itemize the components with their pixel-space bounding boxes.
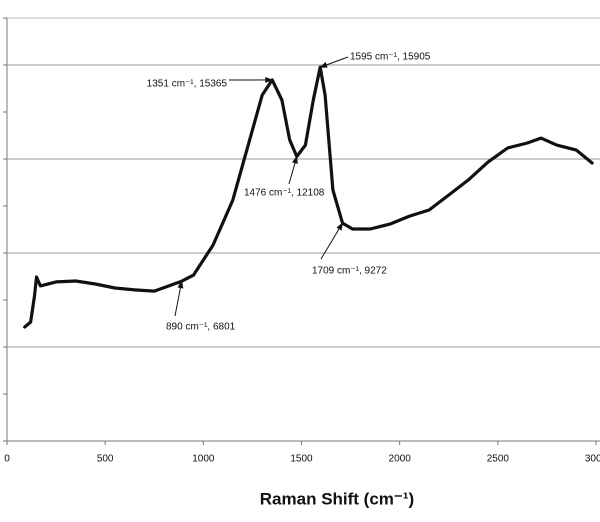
annotation-label: 1595 cm⁻¹, 15905 xyxy=(350,52,431,63)
x-tick-label: 1000 xyxy=(192,454,215,465)
x-tick-label: 3000 xyxy=(585,454,600,465)
annotation-label: 1476 cm⁻¹, 12108 xyxy=(244,188,325,199)
annotation-label: 890 cm⁻¹, 6801 xyxy=(166,322,236,333)
x-tick-label: 2500 xyxy=(487,454,510,465)
annotation-label: 1351 cm⁻¹, 15365 xyxy=(147,79,228,90)
x-tick-label: 1500 xyxy=(290,454,313,465)
annotation-arrow xyxy=(174,280,184,317)
x-axis-title: Raman Shift (cm⁻¹) xyxy=(260,489,414,508)
x-tick-label: 0 xyxy=(4,454,10,465)
x-tick-label: 500 xyxy=(97,454,114,465)
x-tick-label: 2000 xyxy=(389,454,412,465)
annotation-label: 1709 cm⁻¹, 9272 xyxy=(312,266,387,277)
annotation-arrow xyxy=(319,56,349,68)
annotation-arrow xyxy=(288,155,298,185)
annotation-arrow xyxy=(320,222,344,260)
